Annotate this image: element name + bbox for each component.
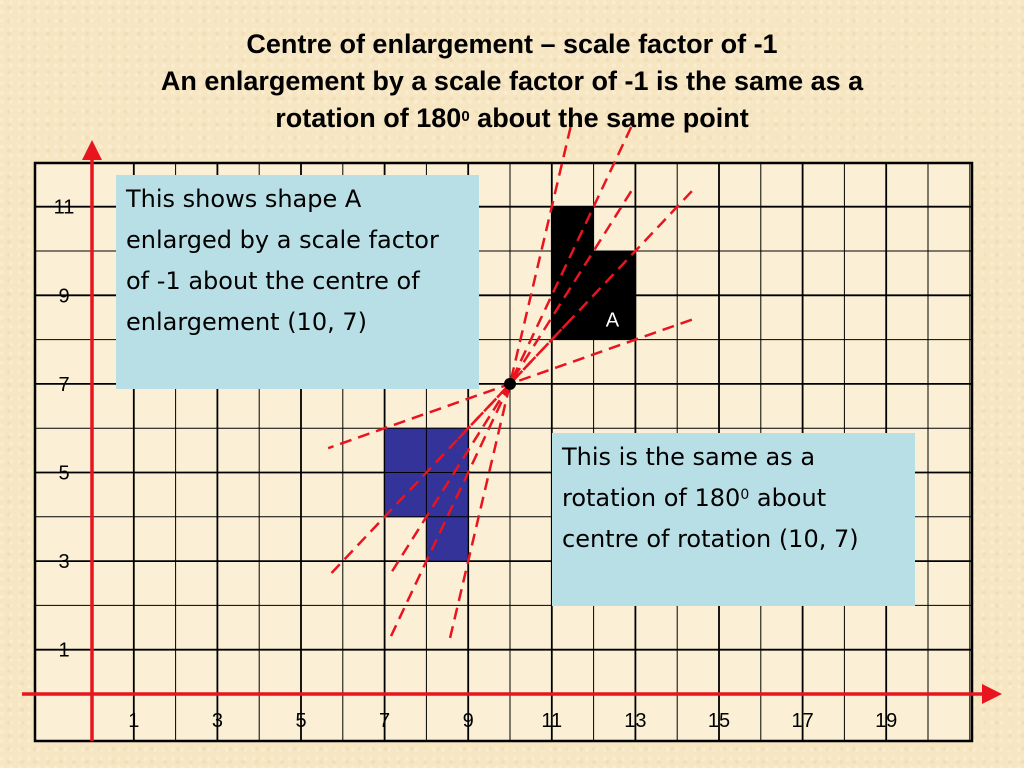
x-tick-label: 9 bbox=[463, 710, 474, 732]
rotation-note-pre: This is the same as a rotation of 180 bbox=[562, 443, 816, 512]
shape-a-label: A bbox=[606, 309, 620, 331]
title-line-1: Centre of enlargement – scale factor of … bbox=[246, 29, 778, 59]
y-tick-label: 7 bbox=[58, 374, 69, 396]
y-tick-label: 5 bbox=[58, 463, 69, 485]
dashed-ray-line bbox=[448, 126, 572, 642]
title-line-3: rotation of 1800 about the same point bbox=[0, 100, 1024, 137]
dashed-ray-line bbox=[327, 190, 693, 578]
grid-frame bbox=[33, 161, 974, 743]
x-tick-label: 5 bbox=[295, 710, 306, 732]
y-tick-label: 9 bbox=[58, 285, 69, 307]
centre-point bbox=[504, 377, 516, 390]
y-tick-label: 11 bbox=[54, 197, 75, 219]
axes bbox=[22, 140, 1002, 741]
enlargement-note-box: This shows shape A enlarged by a scale f… bbox=[116, 175, 479, 389]
x-tick-label: 17 bbox=[791, 710, 813, 732]
x-tick-label: 3 bbox=[212, 710, 223, 732]
title-line-2: An enlargement by a scale factor of -1 i… bbox=[160, 66, 864, 96]
x-tick-label: 15 bbox=[708, 710, 730, 732]
dashed-ray-line bbox=[448, 318, 572, 449]
grid-border bbox=[33, 161, 974, 743]
x-tick-label: 11 bbox=[541, 710, 562, 732]
enlargement-note-text: This shows shape A enlarged by a scale f… bbox=[126, 185, 439, 336]
shapes: A bbox=[384, 206, 636, 562]
rotation-note-box: This is the same as a rotation of 1800 a… bbox=[552, 433, 915, 606]
x-tick-label: 1 bbox=[128, 710, 139, 732]
shape-a bbox=[551, 206, 636, 340]
y-tick-label: 3 bbox=[58, 551, 69, 573]
x-tick-label: 13 bbox=[624, 710, 646, 732]
title-line-3-pre: rotation of 180 bbox=[275, 103, 462, 133]
title-degree-superscript: 0 bbox=[461, 108, 470, 125]
x-tick-label: 19 bbox=[875, 710, 897, 732]
y-axis-arrow bbox=[82, 140, 102, 160]
rotation-degree-superscript: 0 bbox=[740, 487, 750, 503]
title-line-3-post: about the same point bbox=[469, 103, 749, 133]
x-axis-arrow bbox=[982, 684, 1002, 704]
slide-title: Centre of enlargement – scale factor of … bbox=[0, 26, 1024, 137]
y-tick-label: 1 bbox=[58, 640, 69, 662]
x-tick-label: 7 bbox=[379, 710, 390, 732]
rotation-note-post: about centre of rotation (10, 7) bbox=[562, 484, 859, 553]
construction-rays bbox=[327, 126, 693, 642]
